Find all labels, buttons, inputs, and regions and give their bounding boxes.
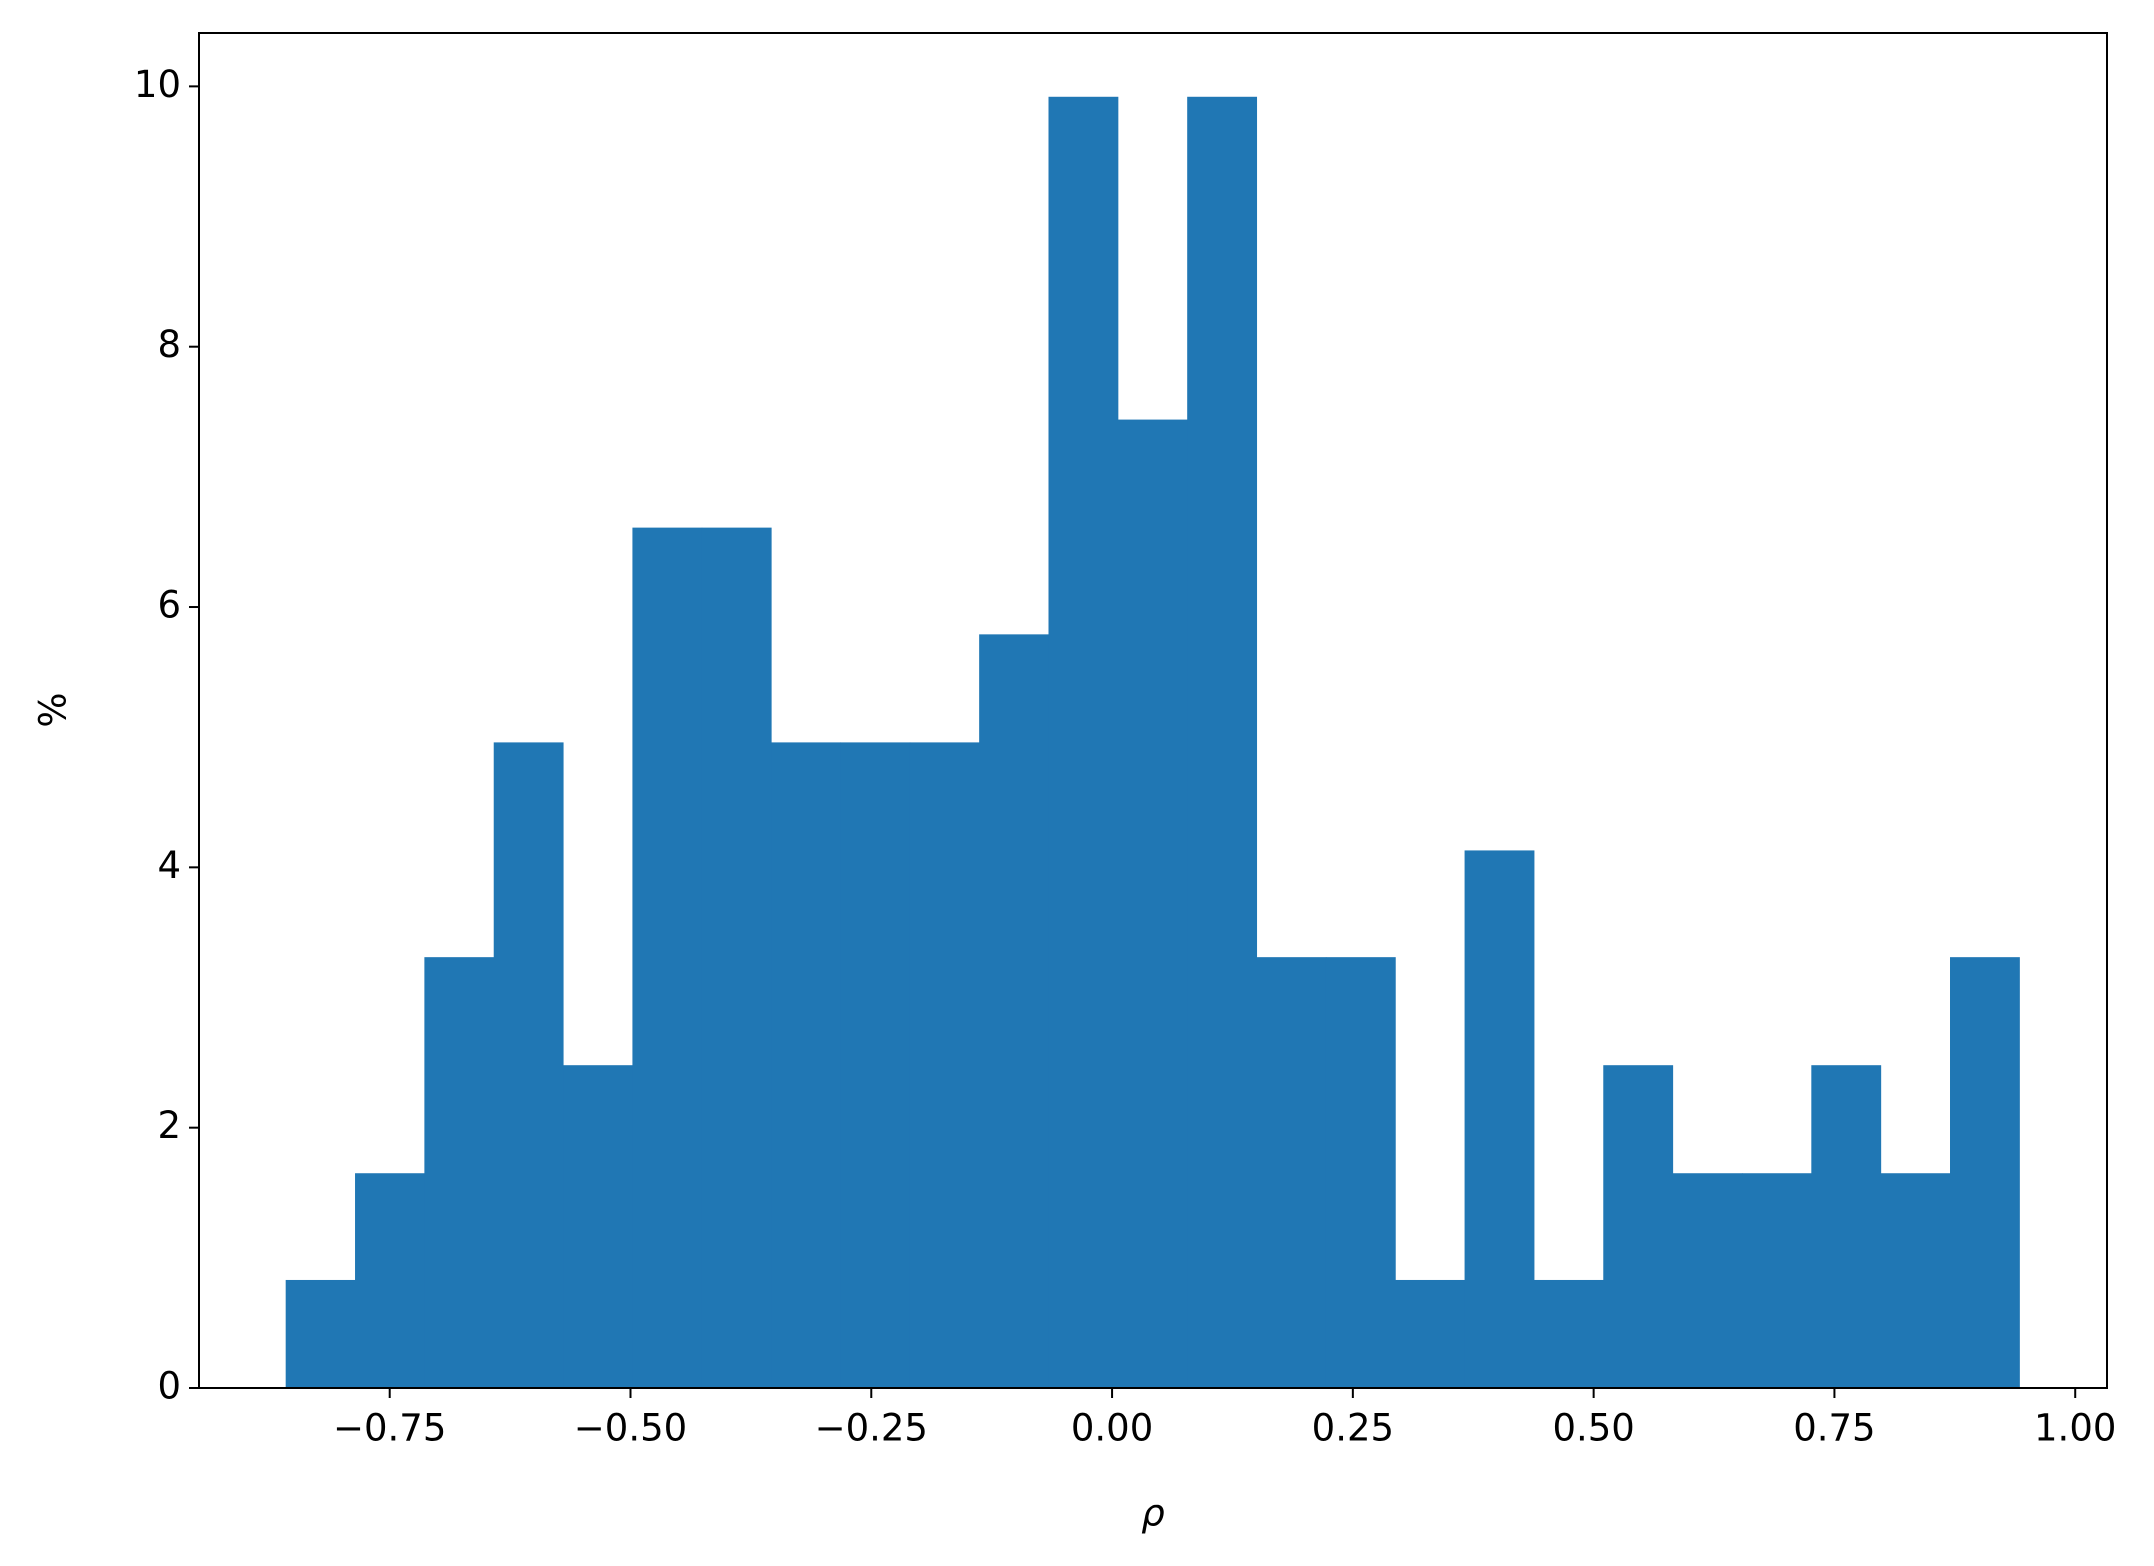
x-tick-label: 0.25 [1312, 1407, 1394, 1450]
bar [632, 527, 703, 1388]
bar [771, 742, 841, 1388]
bar [1672, 1173, 1743, 1388]
bar [1533, 1279, 1604, 1388]
bar [424, 957, 495, 1388]
x-tick-label: 0.75 [1793, 1407, 1875, 1450]
bar [1325, 957, 1396, 1388]
x-tick-label: −0.25 [815, 1407, 928, 1450]
x-tick-label: 0.00 [1071, 1407, 1153, 1450]
x-tick-label: 0.50 [1552, 1407, 1634, 1450]
y-tick-label: 8 [157, 323, 181, 366]
bar [701, 527, 772, 1388]
y-tick-label: 4 [157, 844, 181, 887]
x-tick-label: −0.50 [574, 1407, 687, 1450]
x-tick-label: −0.75 [333, 1407, 446, 1450]
bar [1741, 1173, 1812, 1388]
bar [1187, 96, 1258, 1388]
bar [1811, 1065, 1882, 1388]
y-tick-label: 0 [157, 1365, 181, 1408]
plot-frame [198, 32, 2108, 1389]
bar [1117, 419, 1188, 1388]
x-tick-label: 1.00 [2034, 1407, 2116, 1450]
bar [1048, 96, 1119, 1388]
y-tick-label: 10 [134, 63, 181, 106]
bar [355, 1173, 425, 1388]
bar [840, 742, 911, 1388]
bar [1880, 1173, 1951, 1388]
bar [1603, 1065, 1674, 1388]
bar [285, 1279, 356, 1388]
bar [1950, 957, 2020, 1388]
y-tick-label: 6 [157, 584, 181, 627]
bar [1464, 850, 1535, 1388]
bar [1256, 957, 1327, 1388]
y-tick-label: 2 [157, 1104, 181, 1147]
bar [493, 742, 564, 1388]
bar [563, 1065, 633, 1388]
x-axis-label: ρ [1141, 1492, 1165, 1535]
bar [979, 634, 1049, 1388]
bar [909, 742, 980, 1388]
bar [1395, 1279, 1466, 1388]
y-axis-label: % [32, 692, 75, 727]
